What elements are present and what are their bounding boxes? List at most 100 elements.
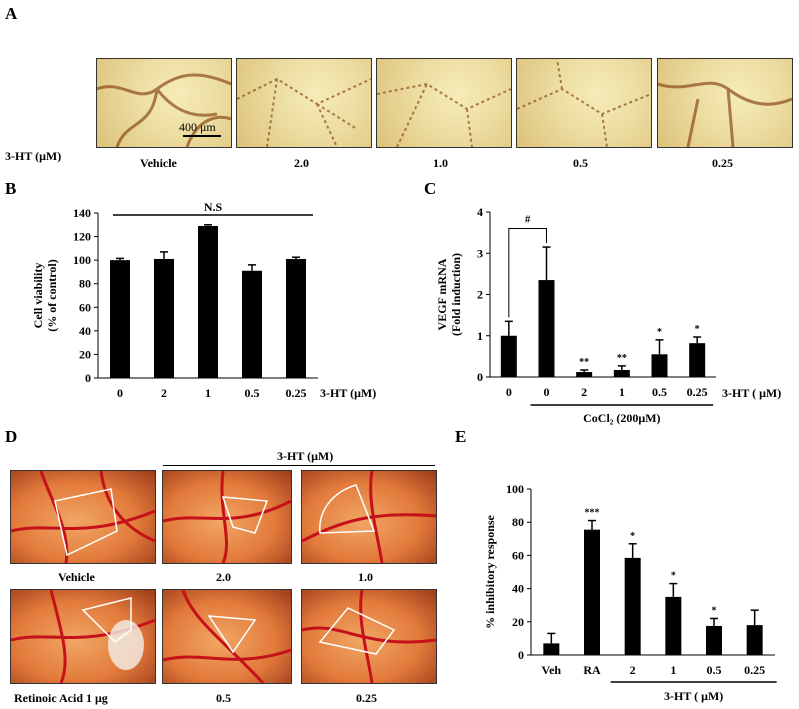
e-y-tick-label: 20 [512, 615, 524, 629]
b-y-tick-label: 60 [79, 300, 91, 314]
b-x-tick-label: 0 [117, 386, 123, 400]
cam-label-0-25: 0.25 [356, 691, 377, 705]
e-bar [706, 625, 722, 655]
c-x-tick-label: 0.25 [687, 385, 708, 399]
label-vehicle: Vehicle [140, 156, 177, 170]
c-x-tick-label: 0.5 [652, 385, 667, 399]
c-y-tick-label: 3 [477, 246, 483, 260]
panel-letter-c: C [424, 179, 437, 198]
b-x-tick-label: 0.5 [245, 386, 260, 400]
b-bar [110, 260, 130, 378]
c-y-axis-label: VEGF mRNA [435, 258, 449, 330]
micrograph-vehicle: 400 μm [96, 58, 232, 148]
b-bar [198, 225, 218, 378]
c-x-tick-label: 0 [544, 385, 550, 399]
e-y-tick-label: 60 [512, 548, 524, 562]
c-significance-label: ** [617, 353, 627, 364]
c-bar [500, 335, 517, 377]
c-bar [651, 354, 668, 377]
b-y-tick-label: 100 [73, 253, 91, 267]
cam-retinoic-acid [10, 589, 156, 684]
e-x-tick-label: Veh [542, 663, 562, 677]
b-x-tick-label: 2 [161, 386, 167, 400]
cam-label-vehicle: Vehicle [58, 570, 95, 584]
label-1-0: 1.0 [433, 156, 448, 170]
c-bar [576, 372, 593, 377]
e-bar [746, 625, 763, 655]
panel-d-header: 3-HT (μM) [277, 449, 334, 463]
c-comparison-bracket [508, 228, 547, 318]
e-x-tick-label: 1 [670, 663, 676, 677]
e-y-tick-label: 100 [506, 482, 524, 496]
c-significance-label: * [657, 327, 662, 338]
e-x-tick-label: 0.5 [707, 663, 722, 677]
b-ns-label: N.S [204, 200, 223, 214]
label-2-0: 2.0 [294, 156, 309, 170]
cam-0-25 [301, 589, 437, 684]
e-bar [584, 529, 600, 655]
e-y-tick-label: 0 [518, 648, 524, 662]
b-y-tick-label: 140 [73, 206, 91, 220]
b-bar [242, 270, 262, 378]
micrograph-2-0 [236, 58, 372, 148]
row-label-3ht: 3-HT (μM) [5, 149, 62, 163]
b-y-tick-label: 80 [79, 277, 91, 291]
c-significance-label: * [695, 324, 700, 335]
e-x-tick-label: 2 [630, 663, 636, 677]
c-bracket-label: # [525, 214, 531, 226]
c-y-tick-label: 1 [477, 329, 483, 343]
e-significance-label: * [630, 531, 635, 542]
cam-label-retinoic-acid: Retinoic Acid 1 μg [14, 691, 108, 705]
c-x-tick-label: 0 [506, 385, 512, 399]
micrograph-0-25 [657, 58, 793, 148]
c-bar [538, 280, 555, 377]
e-bar [543, 643, 560, 655]
c-group-label: CoCl₂ (200μM) [583, 411, 660, 425]
cam-2-0 [162, 470, 292, 564]
micrograph-1-0 [376, 58, 512, 148]
c-y-tick-label: 4 [477, 205, 483, 219]
b-y-tick-label: 120 [73, 230, 91, 244]
cam-1-0 [301, 470, 437, 564]
panel-letter-e: E [455, 427, 467, 446]
c-x-axis-label: 3-HT ( μM) [722, 386, 781, 400]
e-y-tick-label: 80 [512, 515, 524, 529]
b-x-axis-label: 3-HT (μM) [320, 386, 376, 400]
b-x-tick-label: 0.25 [286, 386, 307, 400]
b-y-tick-label: 0 [85, 371, 91, 385]
c-y-tick-label: 0 [477, 370, 483, 384]
c-y-tick-label: 2 [477, 288, 483, 302]
label-0-25: 0.25 [712, 156, 733, 170]
cam-label-0-5: 0.5 [216, 691, 231, 705]
e-significance-label: *** [585, 508, 600, 519]
cam-0-5 [162, 589, 292, 684]
scale-bar-label: 400 μm [179, 120, 216, 134]
c-y-axis-label: (Fold induction) [449, 253, 463, 336]
b-x-tick-label: 1 [205, 386, 211, 400]
panel-letter-d: D [5, 427, 18, 446]
cam-vehicle [10, 470, 156, 564]
label-0-5: 0.5 [573, 156, 588, 170]
e-x-tick-label: RA [583, 663, 601, 677]
e-bar [624, 557, 641, 655]
cam-label-2-0: 2.0 [216, 570, 231, 584]
c-x-tick-label: 1 [619, 385, 625, 399]
b-bar [154, 258, 174, 378]
micrograph-0-5 [516, 58, 652, 148]
e-x-tick-label: 0.25 [744, 663, 765, 677]
c-significance-label: ** [579, 357, 589, 368]
panel-letter-b: B [5, 179, 17, 198]
e-group-label: 3-HT ( μM) [664, 689, 723, 703]
b-bar [286, 258, 306, 378]
panel-d-header-line [163, 465, 435, 466]
c-x-tick-label: 2 [581, 385, 587, 399]
c-bar [689, 343, 706, 377]
c-bar [613, 369, 630, 377]
b-y-tick-label: 20 [79, 347, 91, 361]
b-y-axis-label: (% of control) [45, 259, 59, 331]
e-significance-label: * [712, 605, 717, 616]
b-y-axis-label: Cell viability [31, 263, 45, 329]
